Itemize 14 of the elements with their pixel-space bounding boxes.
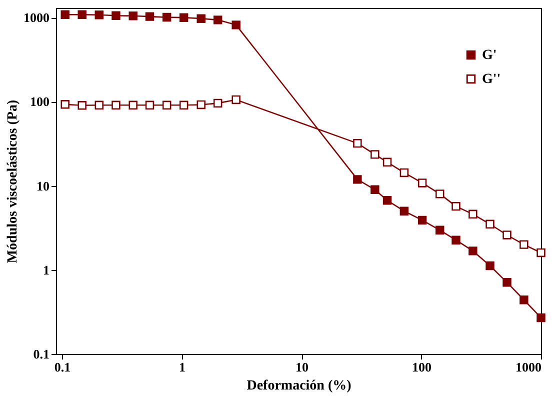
x-tick-label: 1 (179, 360, 186, 374)
x-tick-label: 1000 (516, 360, 542, 374)
y-tick-label: 1000 (24, 10, 50, 26)
y-tick-label: 0.1 (33, 346, 50, 362)
x-tick-label: 10 (296, 360, 309, 374)
legend-label: G' (482, 48, 497, 63)
y-tick-label: 1 (43, 262, 50, 278)
legend-label: G'' (482, 72, 501, 87)
x-tick-label: 100 (412, 360, 432, 374)
y-tick-label: 100 (30, 94, 50, 110)
x-axis-title: Deformación (%) (246, 378, 352, 394)
y-tick-label: 10 (36, 178, 50, 194)
y-axis-title: Módulos viscoelásticos (Pa) (6, 100, 20, 264)
x-tick-label: 0.1 (54, 360, 71, 374)
